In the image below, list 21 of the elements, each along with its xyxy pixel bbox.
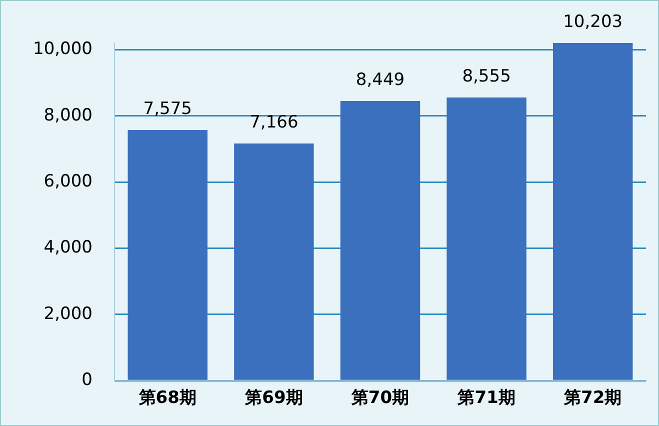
bar: [128, 130, 208, 380]
x-tick-label: 第72期: [563, 388, 622, 408]
bar: [552, 43, 633, 380]
data-label: 7,166: [250, 112, 298, 132]
x-tick-label: 第69期: [244, 388, 303, 408]
y-tick-label: 2,000: [44, 304, 92, 324]
data-label: 10,203: [563, 12, 623, 32]
x-tick-label: 第70期: [350, 388, 410, 408]
data-label: 8,449: [356, 70, 405, 90]
data-label: 7,575: [143, 98, 192, 119]
y-tick-label: 0: [82, 370, 92, 390]
bar: [340, 101, 420, 380]
y-tick-label: 6,000: [44, 171, 92, 192]
bar: [446, 98, 526, 380]
y-tick-label: 10,000: [33, 39, 92, 60]
data-label: 8,555: [462, 66, 511, 86]
x-tick-label: 第68期: [138, 388, 196, 408]
y-tick-label: 4,000: [44, 238, 92, 258]
bar: [234, 143, 314, 380]
x-tick-label: 第71期: [456, 388, 516, 408]
y-tick-label: 8,000: [44, 105, 92, 126]
